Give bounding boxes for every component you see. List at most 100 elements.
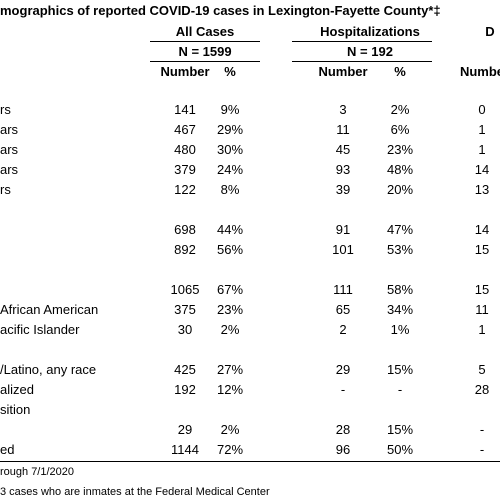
cell: 379 (174, 162, 196, 177)
cell: 14 (474, 222, 490, 237)
row-label: sition (0, 402, 31, 417)
cell: 892 (174, 242, 196, 257)
cell: 1 (478, 142, 486, 157)
cell: 2% (220, 322, 240, 337)
cell: 14 (474, 162, 490, 177)
cell: 6% (390, 122, 410, 137)
row-label: /Latino, any race (0, 362, 97, 377)
cell: 111 (333, 282, 353, 297)
row-label: ed (0, 442, 15, 457)
cell: 20% (386, 182, 414, 197)
cell: 1% (390, 322, 410, 337)
cell: 11 (336, 122, 350, 137)
column-header: % (224, 64, 236, 79)
cell: 0 (478, 102, 486, 117)
cell: 29 (335, 362, 351, 377)
cell: 375 (174, 302, 196, 317)
cell: 8% (220, 182, 240, 197)
cell: 698 (174, 222, 196, 237)
cell: - (397, 382, 403, 397)
column-header: % (394, 64, 406, 79)
cell: 2% (390, 102, 410, 117)
cell: 24% (216, 162, 244, 177)
cell: 122 (174, 182, 196, 197)
row-label: rs (0, 102, 11, 117)
cell: 50% (386, 442, 414, 457)
cell: 58% (386, 282, 414, 297)
footnote: 3 cases who are inmates at the Federal M… (0, 486, 270, 498)
cell: 9% (220, 102, 240, 117)
row-label: African American (0, 302, 99, 317)
group-n: N = 1599 (178, 44, 232, 59)
column-header: Number (318, 64, 368, 79)
cell: 91 (335, 222, 351, 237)
rule (150, 41, 260, 42)
cell: 5 (478, 362, 486, 377)
cell: 44% (216, 222, 244, 237)
row-label: acific Islander (0, 322, 80, 337)
cell: 47% (386, 222, 414, 237)
cell: 93 (335, 162, 351, 177)
cell: 1065 (170, 282, 200, 297)
cell: 72% (216, 442, 244, 457)
rule (150, 61, 260, 62)
cell: 11 (475, 302, 489, 317)
group-header: All Cases (175, 24, 235, 39)
cell: 1 (478, 122, 486, 137)
rule (0, 461, 500, 462)
cell: 30 (177, 322, 193, 337)
cell: 12% (216, 382, 244, 397)
cell: 34% (386, 302, 414, 317)
cell: - (340, 382, 346, 397)
column-header: Numbe (459, 64, 500, 79)
cell: 30% (216, 142, 244, 157)
cell: 480 (174, 142, 196, 157)
cell: 2 (339, 322, 347, 337)
cell: 2% (220, 422, 240, 437)
row-label: ars (0, 122, 19, 137)
rule (292, 61, 432, 62)
cell: 425 (174, 362, 196, 377)
cell: 101 (332, 242, 354, 257)
cell: 28 (474, 382, 490, 397)
cell: 29 (177, 422, 193, 437)
cell: 39 (335, 182, 351, 197)
cell: - (479, 422, 485, 437)
row-label: ars (0, 162, 19, 177)
title: mographics of reported COVID-19 cases in… (0, 3, 441, 18)
cell: 67% (216, 282, 244, 297)
footnote: rough 7/1/2020 (0, 466, 75, 478)
row-label: alized (0, 382, 34, 397)
cell: 141 (174, 102, 196, 117)
rule (292, 41, 432, 42)
cell: 53% (386, 242, 414, 257)
cell: 13 (474, 182, 490, 197)
cell: 23% (386, 142, 414, 157)
cell: 28 (335, 422, 351, 437)
cell: 23% (216, 302, 244, 317)
cell: 15% (386, 362, 414, 377)
column-header: Number (160, 64, 210, 79)
cell: 56% (216, 242, 244, 257)
cell: 29% (216, 122, 244, 137)
row-label: rs (0, 182, 11, 197)
group-header: D (485, 24, 495, 39)
cell: 3 (339, 102, 347, 117)
cell: 45 (335, 142, 351, 157)
cell: 1144 (171, 442, 199, 457)
cell: 27% (216, 362, 244, 377)
cell: 192 (174, 382, 196, 397)
cell: 15 (474, 282, 490, 297)
group-n: N = 192 (347, 44, 393, 59)
cell: 96 (335, 442, 351, 457)
cell: 15 (474, 242, 490, 257)
group-header: Hospitalizations (320, 24, 420, 39)
cell: 15% (386, 422, 414, 437)
cell: 467 (174, 122, 196, 137)
cell: - (479, 442, 485, 457)
cell: 65 (335, 302, 351, 317)
cell: 1 (478, 322, 486, 337)
row-label: ars (0, 142, 19, 157)
cell: 48% (386, 162, 414, 177)
